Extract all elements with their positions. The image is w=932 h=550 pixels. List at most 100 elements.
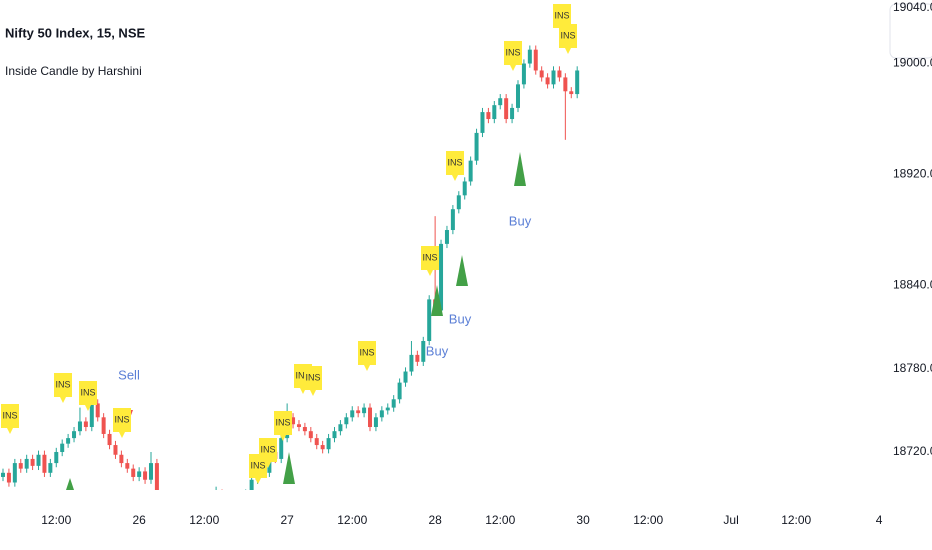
candle-body: [338, 424, 343, 432]
ins-label: INS: [305, 372, 320, 382]
candle-body: [226, 507, 230, 521]
ins-callout: [421, 246, 439, 276]
candle-body: [415, 354, 420, 362]
candle-body: [362, 407, 367, 414]
candle-body: [486, 112, 491, 120]
ins-label: INS: [114, 414, 129, 424]
candle-body: [462, 181, 467, 196]
ins-callout: [559, 24, 577, 54]
candle-body: [54, 451, 59, 464]
candle-body: [173, 521, 177, 528]
candle-body: [456, 195, 461, 210]
candle-body: [320, 445, 325, 450]
candle-body: [510, 107, 515, 120]
candle-body: [185, 519, 189, 525]
candle-body: [350, 410, 355, 418]
ins-callout: [446, 151, 464, 181]
candle-body: [77, 421, 82, 432]
ins-label: INS: [560, 30, 575, 40]
candle-body: [6, 472, 11, 483]
buy-arrow: [431, 285, 443, 316]
candle-body: [179, 519, 183, 529]
candle-body: [480, 112, 485, 133]
candle-body: [308, 431, 313, 439]
ins-label: INS: [260, 444, 275, 454]
candle-body: [391, 399, 396, 408]
candle-body: [60, 443, 65, 452]
candle-body: [131, 468, 136, 477]
candle-body: [569, 91, 574, 95]
candle-body: [18, 463, 23, 469]
candle-body: [427, 299, 432, 342]
ins-callout: [259, 438, 277, 468]
candle-body: [154, 463, 159, 490]
candle-body: [48, 463, 53, 473]
candle-body: [421, 341, 426, 362]
candle-body: [244, 494, 248, 515]
x-tick-label: 12:00: [485, 513, 515, 527]
x-tick-label: 12:00: [633, 513, 663, 527]
ins-callout: [504, 41, 522, 71]
buy-label: Buy: [509, 213, 532, 228]
ins-callout: [113, 408, 131, 438]
candle-body: [515, 84, 520, 108]
y-tick-label: 18840.00: [893, 278, 932, 292]
candle-body: [368, 407, 373, 428]
ins-label: INS: [250, 460, 265, 470]
candle-body: [119, 454, 124, 464]
candle-body: [397, 382, 402, 400]
x-tick-label: 12:00: [337, 513, 367, 527]
ins-callout: [1, 404, 19, 434]
candle-body: [332, 431, 337, 439]
x-tick-label: 12:00: [781, 513, 811, 527]
candle-body: [66, 438, 71, 444]
candle-body: [101, 417, 106, 434]
y-tick-label: 18720.00: [893, 444, 932, 458]
x-tick-label: 4: [876, 513, 883, 527]
candle-body: [356, 410, 361, 414]
ins-callout: [54, 373, 72, 403]
candle-body: [498, 98, 503, 106]
candle-body: [545, 77, 550, 85]
y-tick-label: 19040.00: [893, 0, 932, 14]
buy-arrow: [66, 478, 74, 490]
candle-body: [143, 471, 148, 480]
ins-label: INS: [447, 157, 462, 167]
candle-body: [161, 507, 165, 514]
x-tick-label: 30: [576, 513, 590, 527]
ins-label: INS: [359, 347, 374, 357]
candle-body: [249, 479, 254, 490]
candle-body: [196, 528, 200, 535]
ins-label: INS: [295, 370, 310, 380]
x-tick-label: 26: [132, 513, 146, 527]
candle-body: [214, 494, 218, 501]
candle-body: [563, 77, 568, 92]
candle-body: [1, 472, 6, 477]
y-tick-label: 18780.00: [893, 361, 932, 375]
x-tick-label: 27: [280, 513, 294, 527]
sell-label: Sell: [118, 367, 140, 382]
ins-callout: [79, 381, 97, 411]
ins-callout: [304, 366, 322, 396]
candle-body: [89, 403, 94, 428]
ins-label: INS: [554, 10, 569, 20]
candle-body: [385, 407, 390, 411]
candle-body: [12, 463, 17, 483]
candle-body: [72, 431, 77, 439]
candle-body: [492, 105, 497, 120]
ins-callout: [274, 411, 292, 441]
candle-body: [344, 417, 349, 425]
candle-body: [527, 49, 532, 64]
ins-label: INS: [55, 379, 70, 389]
candle-body: [296, 424, 301, 428]
buy-label: Buy: [426, 343, 449, 358]
candle-body: [113, 445, 118, 455]
y-tick-label: 18920.00: [893, 167, 932, 181]
candle-body: [24, 458, 29, 469]
candle-body: [83, 421, 88, 428]
candle-body: [107, 433, 112, 446]
scale-panel: [889, 3, 932, 59]
candle-body: [30, 458, 35, 466]
candle-body: [314, 438, 319, 446]
chart-subtitle: Inside Candle by Harshini: [5, 64, 142, 78]
